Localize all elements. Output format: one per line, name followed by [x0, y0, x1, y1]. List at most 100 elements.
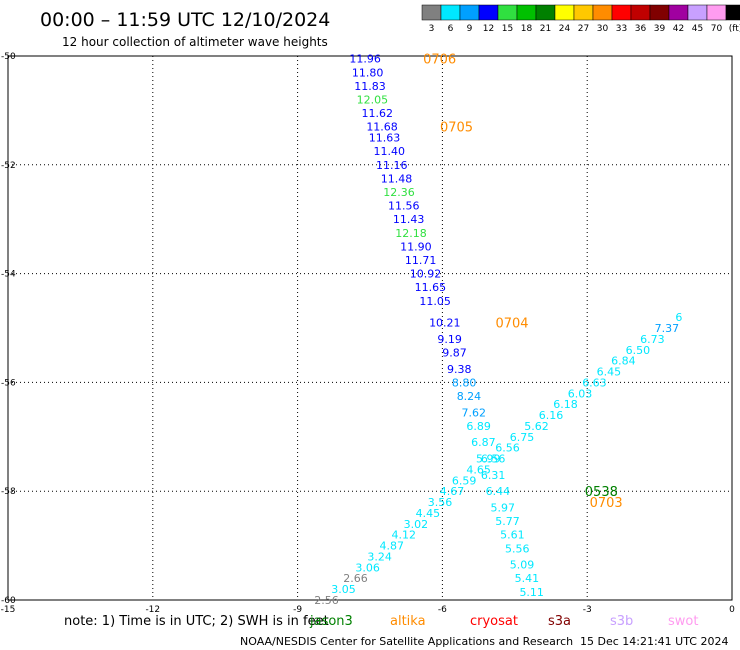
wave-height-label: 10.92 — [410, 268, 442, 281]
colorbar-swatch — [421, 4, 442, 21]
chart-title: 00:00 – 11:59 UTC 12/10/2024 — [40, 9, 330, 31]
wave-height-label: 5.97 — [490, 502, 515, 515]
colorbar-label: 6 — [448, 24, 454, 34]
colorbar-swatch — [630, 4, 651, 21]
track-time-label: 0538 — [585, 485, 618, 500]
wave-height-label: 7.37 — [655, 322, 680, 335]
x-tick-label: -6 — [438, 605, 447, 615]
x-tick-label: -3 — [583, 605, 592, 615]
wave-height-label: 6.56 — [495, 442, 520, 455]
wave-height-label: 2.66 — [343, 572, 368, 585]
wave-height-label: 2.56 — [314, 594, 339, 607]
wave-height-label: 11.71 — [405, 254, 437, 267]
y-tick-label: -60 — [1, 596, 16, 606]
wave-height-label: 11.83 — [354, 80, 386, 93]
wave-height-label: 11.80 — [352, 66, 384, 79]
y-tick-label: -56 — [1, 378, 16, 388]
wave-height-label: 7.62 — [462, 406, 487, 419]
wave-height-label: 12.18 — [395, 227, 427, 240]
satellite-legend-item: jason3 — [309, 614, 353, 629]
colorbar-swatch — [459, 4, 480, 21]
colorbar-swatch — [706, 4, 727, 21]
colorbar-label: 24 — [559, 24, 571, 34]
colorbar-swatch — [440, 4, 461, 21]
satellite-legend-item: altika — [390, 614, 426, 629]
wave-height-label: 8.24 — [457, 390, 482, 403]
wave-height-label: 5.41 — [515, 572, 540, 585]
wave-height-label: 5.62 — [524, 420, 549, 433]
colorbar-label: 18 — [521, 24, 533, 34]
wave-height-label: 5.99 — [476, 453, 501, 466]
x-axis-labels: -15 -12 -9 -6 -3 0 — [1, 605, 735, 615]
wave-height-label: 11.43 — [393, 213, 425, 226]
wave-height-label: 10.21 — [429, 317, 461, 330]
wave-height-label: 6.59 — [452, 474, 477, 487]
colorbar-swatch — [535, 4, 556, 21]
wave-height-label: 5.61 — [500, 529, 525, 542]
wave-height-label: 6.56 — [481, 453, 506, 466]
wave-height-label: 6.16 — [539, 409, 564, 422]
colorbar-label: 45 — [692, 24, 703, 34]
wave-height-label: 11.63 — [369, 132, 401, 145]
colorbar-swatch — [687, 4, 708, 21]
wave-height-label: 4.87 — [379, 540, 404, 553]
satellite-legend-item: cryosat — [470, 614, 518, 629]
wave-height-label: 11.48 — [381, 172, 413, 185]
track-time-label: 0703 — [590, 496, 623, 511]
colorbar-label: 33 — [616, 24, 627, 34]
wave-height-label: 11.96 — [349, 53, 381, 66]
colorbar-label: 3 — [429, 24, 435, 34]
wave-height-label: 11.68 — [366, 121, 398, 134]
wave-height-label: 6.31 — [481, 469, 506, 482]
plot-frame — [7, 55, 733, 601]
wave-height-label: 11.62 — [361, 107, 393, 120]
wave-height-label: 3.02 — [404, 518, 429, 531]
wave-height-label: 3.24 — [367, 550, 392, 563]
colorbar-swatch — [497, 4, 518, 21]
colorbar-label: 27 — [578, 24, 589, 34]
wave-height-label: 4.65 — [466, 463, 491, 476]
colorbar-label: 15 — [502, 24, 513, 34]
track-time-label: 0704 — [495, 317, 528, 332]
x-tick-label: -15 — [1, 605, 16, 615]
wave-height-label: 9.38 — [447, 363, 472, 376]
footer-credit: NOAA/NESDIS Center for Satellite Applica… — [240, 635, 573, 648]
wave-height-label: 3.56 — [428, 496, 453, 509]
satellite-legend: jason3 altika cryosat s3a s3b swot — [309, 614, 698, 629]
colorbar-swatch — [668, 4, 689, 21]
wave-height-label: 6 — [675, 311, 682, 324]
wave-height-label: 5.11 — [519, 586, 544, 599]
wave-height-label: 9.87 — [442, 346, 467, 359]
colorbar-label: 39 — [654, 24, 666, 34]
wave-height-label: 4.67 — [440, 485, 465, 498]
grid — [8, 56, 732, 600]
wave-height-label: 6.50 — [626, 344, 651, 357]
wave-height-label: 4.45 — [416, 507, 441, 520]
wave-height-label: 5.77 — [495, 515, 520, 528]
wave-height-label: 11.65 — [415, 281, 447, 294]
wave-height-label: 4.12 — [392, 529, 417, 542]
wave-height-label: 6.89 — [466, 420, 491, 433]
footer-note: note: 1) Time is in UTC; 2) SWH is in fe… — [64, 614, 329, 629]
colorbar-label: 70 — [711, 24, 723, 34]
colorbar-swatch — [573, 4, 594, 21]
wave-height-label: 6.18 — [553, 398, 578, 411]
colorbar-swatch — [554, 4, 575, 21]
colorbar-label: 30 — [597, 24, 609, 34]
wave-height-label: 9.19 — [437, 333, 462, 346]
y-tick-label: -50 — [1, 52, 16, 62]
footer-timestamp: 15 Dec 14:21:41 UTC 2024 — [580, 635, 728, 648]
colorbar-label: 12 — [483, 24, 494, 34]
wave-height-label: 11.90 — [400, 240, 432, 253]
wave-height-label: 3.06 — [355, 561, 380, 574]
satellite-legend-item: s3a — [548, 614, 571, 629]
satellite-legend-item: swot — [668, 614, 698, 629]
wave-height-label: 3.05 — [331, 583, 356, 596]
colorbar-label: 36 — [635, 24, 647, 34]
track-time-label: 0706 — [423, 53, 456, 68]
wave-height-label: 6.87 — [471, 436, 496, 449]
x-tick-label: -12 — [145, 605, 160, 615]
